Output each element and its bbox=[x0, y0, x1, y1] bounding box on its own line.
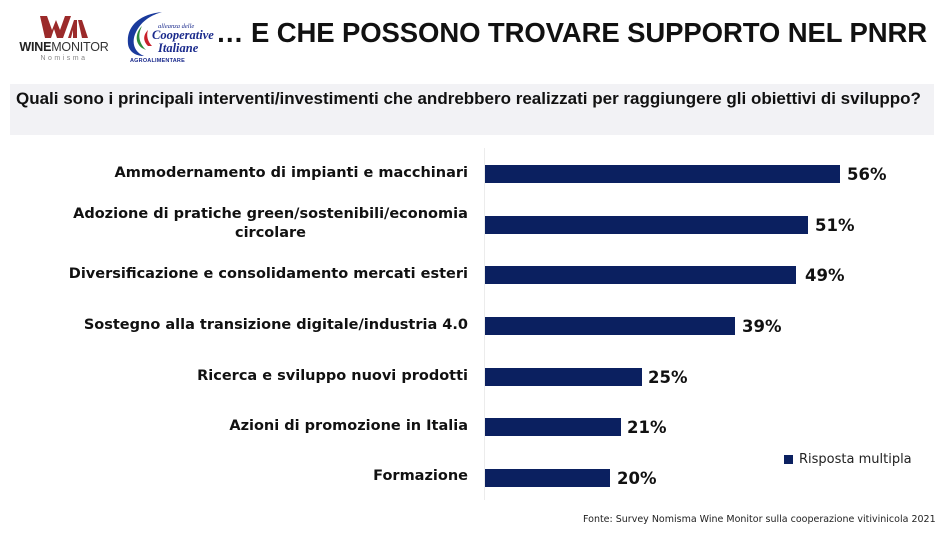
value-label: 56% bbox=[847, 165, 887, 184]
cooperative-line1: Cooperative bbox=[152, 28, 214, 42]
legend-label: Risposta multipla bbox=[799, 452, 912, 467]
category-label: Ammodernamento di impianti e macchinari bbox=[114, 165, 468, 181]
value-label: 49% bbox=[805, 266, 845, 285]
bar bbox=[485, 368, 642, 386]
category-label: Formazione bbox=[373, 468, 468, 484]
value-label: 51% bbox=[815, 216, 855, 235]
value-label: 20% bbox=[617, 469, 657, 488]
bar bbox=[485, 469, 610, 487]
category-label: Ricerca e sviluppo nuovi prodotti bbox=[197, 368, 468, 384]
winemonitor-mark-icon bbox=[40, 16, 88, 38]
category-label: Diversificazione e consolidamento mercat… bbox=[68, 266, 468, 282]
cooperative-footer-text: AGROALIMENTARE bbox=[130, 58, 185, 64]
bar bbox=[485, 165, 840, 183]
winemonitor-wordmark: WINEMONITOR bbox=[19, 40, 109, 54]
slide-title: … E CHE POSSONO TROVARE SUPPORTO NEL PNR… bbox=[216, 17, 928, 48]
category-label: Adozione di pratiche green/sostenibili/e… bbox=[73, 206, 468, 241]
source-note: Fonte: Survey Nomisma Wine Monitor sulla… bbox=[583, 514, 936, 525]
value-label: 21% bbox=[627, 418, 667, 437]
bar bbox=[485, 266, 796, 284]
winemonitor-logo: WINEMONITOR Nomisma bbox=[18, 16, 110, 64]
question-box: Quali sono i principali interventi/inves… bbox=[10, 84, 934, 135]
cooperative-swoosh-icon bbox=[127, 12, 162, 56]
cooperative-italiane-logo: alleanza delle Cooperative Italiane AGRO… bbox=[122, 8, 214, 66]
category-label: Sostegno alla transizione digitale/indus… bbox=[83, 317, 468, 333]
winemonitor-subtitle: Nomisma bbox=[40, 55, 88, 62]
legend-swatch-icon bbox=[784, 455, 793, 464]
value-label: 39% bbox=[742, 317, 782, 336]
category-axis-line bbox=[484, 148, 485, 500]
chart-legend: Risposta multipla bbox=[784, 452, 912, 467]
bar bbox=[485, 216, 808, 234]
cooperative-line2: Italiane bbox=[158, 41, 199, 55]
cooperative-small-text: alleanza delle bbox=[158, 23, 195, 30]
value-label: 25% bbox=[648, 368, 688, 387]
category-label: Azioni di promozione in Italia bbox=[229, 418, 468, 434]
bar bbox=[485, 317, 735, 335]
question-text: Quali sono i principali interventi/inves… bbox=[16, 89, 921, 108]
bar bbox=[485, 418, 621, 436]
